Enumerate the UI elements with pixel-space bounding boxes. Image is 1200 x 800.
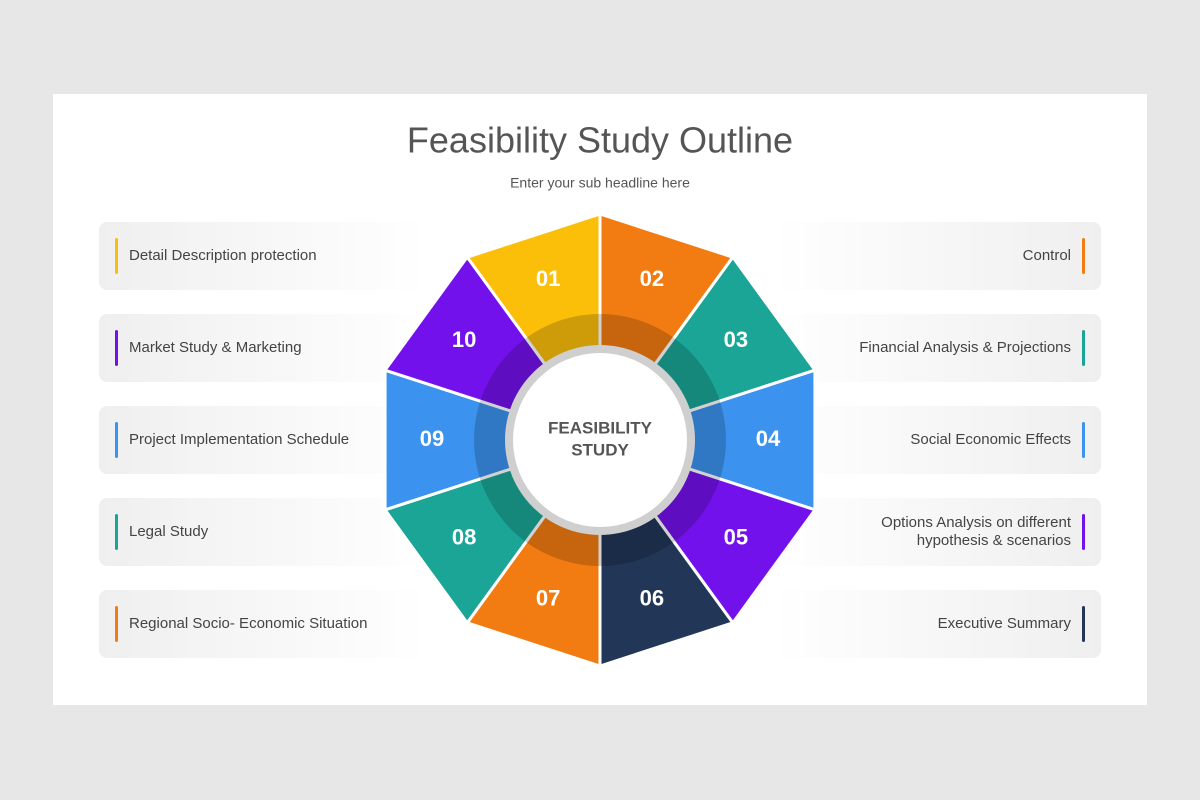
segment-number: 01 bbox=[536, 266, 560, 291]
accent bbox=[115, 514, 118, 550]
item-label: Market Study & Marketing bbox=[129, 339, 302, 356]
accent bbox=[115, 330, 118, 366]
center-disc bbox=[513, 353, 687, 527]
item-box bbox=[771, 222, 1101, 290]
item-label: Social Economic Effects bbox=[910, 431, 1071, 448]
accent bbox=[1082, 514, 1085, 550]
segment-number: 02 bbox=[640, 266, 664, 291]
accent bbox=[115, 238, 118, 274]
item-label: hypothesis & scenarios bbox=[917, 532, 1071, 549]
item-box bbox=[99, 590, 429, 658]
accent bbox=[1082, 330, 1085, 366]
item-label: Detail Description protection bbox=[129, 247, 317, 264]
segment-number: 06 bbox=[640, 586, 664, 611]
accent bbox=[1082, 422, 1085, 458]
item-box bbox=[771, 314, 1101, 382]
item-label: Regional Socio- Economic Situation bbox=[129, 615, 367, 632]
accent bbox=[1082, 606, 1085, 642]
center-label: STUDY bbox=[571, 440, 629, 459]
accent bbox=[115, 422, 118, 458]
segment-number: 07 bbox=[536, 586, 560, 611]
center-label: FEASIBILITY bbox=[548, 418, 653, 437]
segment-number: 05 bbox=[724, 525, 748, 550]
item-box bbox=[99, 406, 429, 474]
segment-number: 09 bbox=[420, 426, 444, 451]
segment-number: 03 bbox=[724, 327, 748, 352]
subtitle: Enter your sub headline here bbox=[510, 175, 690, 191]
item-box bbox=[99, 314, 429, 382]
accent bbox=[1082, 238, 1085, 274]
item-box bbox=[99, 222, 429, 290]
accent bbox=[115, 606, 118, 642]
segment-number: 10 bbox=[452, 327, 476, 352]
item-label: Options Analysis on different bbox=[881, 514, 1072, 531]
item-box bbox=[771, 590, 1101, 658]
item-box bbox=[771, 498, 1101, 566]
item-label: Control bbox=[1023, 247, 1071, 264]
item-label: Project Implementation Schedule bbox=[129, 431, 349, 448]
item-label: Legal Study bbox=[129, 523, 209, 540]
segment-number: 04 bbox=[756, 426, 781, 451]
item-box bbox=[771, 406, 1101, 474]
item-label: Executive Summary bbox=[938, 615, 1072, 632]
item-label: Financial Analysis & Projections bbox=[859, 339, 1071, 356]
segment-number: 08 bbox=[452, 525, 476, 550]
title: Feasibility Study Outline bbox=[407, 120, 793, 161]
item-box bbox=[99, 498, 429, 566]
